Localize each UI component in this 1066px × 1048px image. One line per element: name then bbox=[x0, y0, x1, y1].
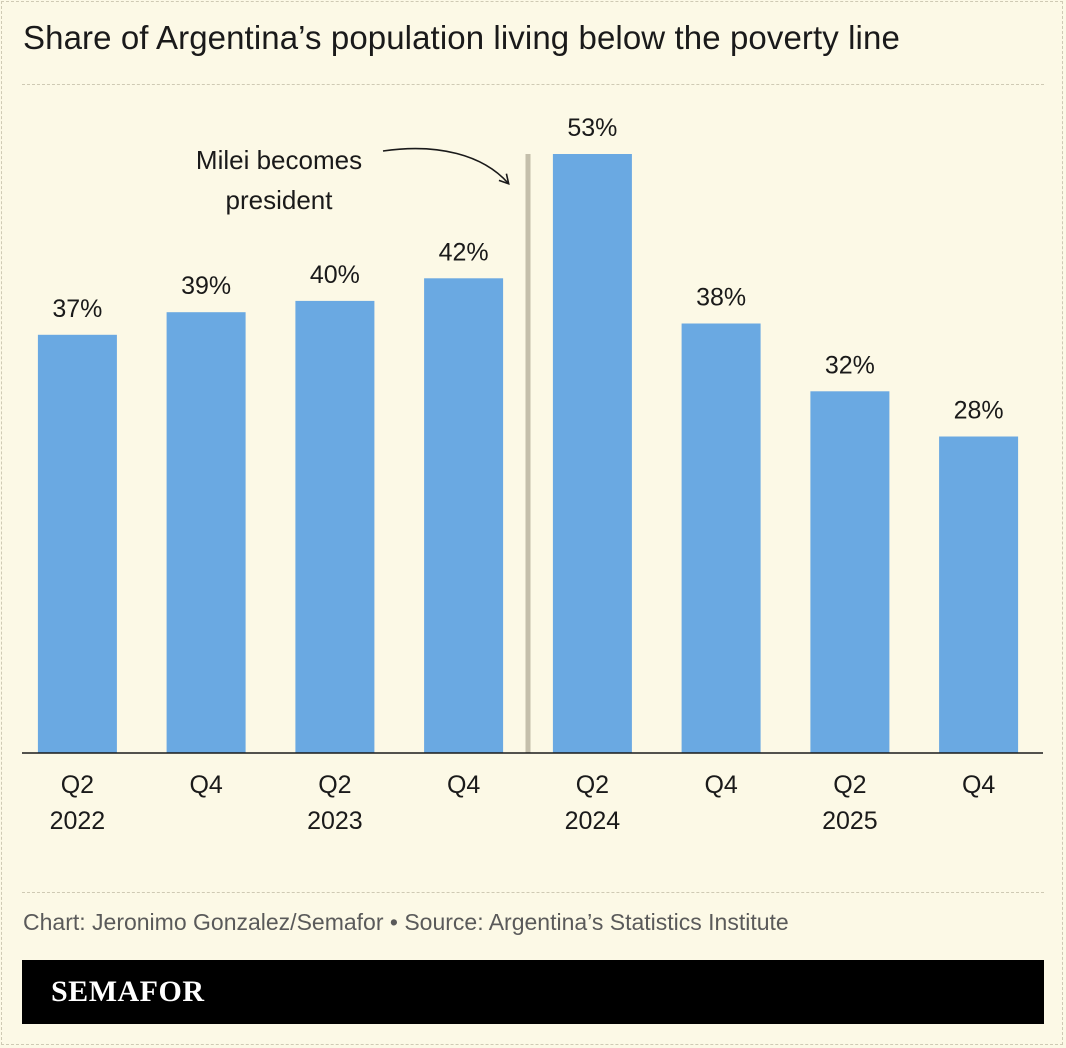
x-tick-quarter-4: Q2 bbox=[576, 771, 609, 799]
x-tick-year-2: 2023 bbox=[307, 807, 363, 835]
chart-title: Share of Argentina’s population living b… bbox=[23, 19, 900, 56]
bar-3 bbox=[424, 278, 504, 753]
bottom-divider bbox=[22, 892, 1044, 893]
bar-7 bbox=[939, 436, 1019, 753]
bars-layer bbox=[37, 154, 1019, 753]
bar-2 bbox=[295, 300, 375, 753]
bar-4 bbox=[552, 154, 632, 753]
data-label-7: 28% bbox=[954, 397, 1004, 425]
bar-5 bbox=[681, 323, 761, 753]
data-label-0: 37% bbox=[52, 295, 102, 323]
x-tick-year-4: 2024 bbox=[565, 807, 621, 835]
x-tick-quarter-1: Q4 bbox=[189, 771, 222, 799]
data-label-4: 53% bbox=[567, 114, 617, 142]
source-credit: Chart: Jeronimo Gonzalez/Semafor • Sourc… bbox=[23, 909, 789, 935]
data-label-2: 40% bbox=[310, 261, 360, 289]
brand-bar: SEMAFOR bbox=[22, 960, 1044, 1024]
data-label-6: 32% bbox=[825, 351, 875, 379]
x-tick-year-6: 2025 bbox=[822, 807, 878, 835]
x-tick-quarter-2: Q2 bbox=[318, 771, 351, 799]
x-tick-year-0: 2022 bbox=[50, 807, 106, 835]
annotation-line-2: president bbox=[226, 185, 334, 215]
data-label-3: 42% bbox=[439, 238, 489, 266]
x-tick-quarter-5: Q4 bbox=[704, 771, 737, 799]
bar-0 bbox=[37, 334, 117, 753]
x-tick-quarter-7: Q4 bbox=[962, 771, 995, 799]
top-divider bbox=[22, 84, 1044, 85]
x-tick-quarter-6: Q2 bbox=[833, 771, 866, 799]
bar-6 bbox=[810, 391, 890, 753]
labels-layer: 37% Q2 2022 39% Q4 40% Q2 2023 42% Q4 53% Q2 2024 38%… bbox=[50, 114, 1004, 835]
data-label-1: 39% bbox=[181, 272, 231, 300]
brand-logo: SEMAFOR bbox=[51, 975, 205, 1008]
x-tick-quarter-0: Q2 bbox=[61, 771, 94, 799]
annotation-line-1: Milei becomes bbox=[196, 145, 362, 175]
annotation-layer: Milei becomes president bbox=[196, 145, 510, 215]
bar-1 bbox=[166, 312, 246, 753]
bar-chart: Milei becomes president 37% Q2 2022 39% Q4 40… bbox=[22, 114, 1043, 835]
annotation-arrow bbox=[382, 147, 510, 185]
x-tick-quarter-3: Q4 bbox=[447, 771, 480, 799]
data-label-5: 38% bbox=[696, 284, 746, 312]
